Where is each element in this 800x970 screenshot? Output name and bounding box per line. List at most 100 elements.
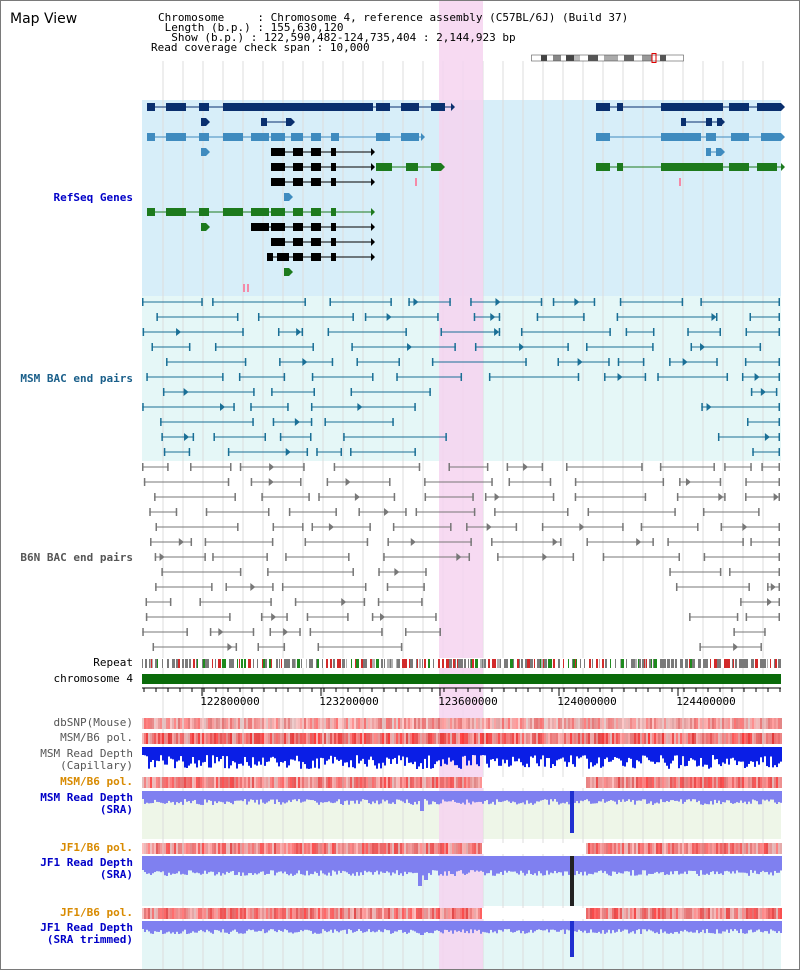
msm-b6-pol-band: [292, 733, 294, 744]
msm-b6-pol-band: [270, 733, 272, 744]
jf1-trim-depth-bar: [144, 921, 146, 933]
msm-capillary-depth-bar: [266, 747, 268, 762]
jf1-b6-pol-band: [448, 843, 450, 854]
jf1-b6-pol-band-2: [576, 908, 578, 919]
repeat-mark: [269, 659, 271, 668]
jf1-trim-depth-bar: [300, 921, 302, 931]
jf1-sra-depth-bar: [334, 856, 336, 872]
jf1-b6-pol-band-2: [778, 908, 780, 919]
msm-sra-depth-bar: [198, 791, 200, 805]
jf1-trim-depth-bar: [598, 921, 600, 932]
msm-capillary-depth-bar: [178, 747, 180, 761]
msm-b6-pol-band: [776, 733, 778, 744]
msm-b6-pol-band-2: [400, 777, 402, 788]
jf1-b6-pol-band-2: [428, 908, 430, 919]
jf1-b6-pol-band: [740, 843, 742, 854]
jf1-b6-pol-band: [266, 843, 268, 854]
jf1-trim-depth-bar: [468, 921, 470, 934]
msm-bac-pair: [617, 358, 645, 366]
msm-b6-pol-band-2: [496, 777, 498, 788]
msm-capillary-depth-bar: [396, 747, 398, 764]
msm-capillary-depth-bar: [188, 747, 190, 766]
repeat-mark: [685, 659, 688, 668]
ideogram-position-marker[interactable]: [651, 53, 657, 63]
msm-b6-pol-band-2: [552, 777, 554, 788]
msm-sra-depth-bar: [360, 791, 362, 802]
msm-b6-pol-band-2: [712, 777, 714, 788]
msm-b6-pol-band-2: [606, 777, 608, 788]
jf1-b6-pol-band: [666, 843, 668, 854]
jf1-sra-depth-bar: [644, 856, 646, 871]
msm-capillary-depth-bar: [190, 747, 192, 764]
repeat-mark: [326, 659, 328, 668]
msm-sra-depth-bar: [466, 791, 468, 800]
msm-sra-depth-bar: [608, 791, 610, 801]
jf1-b6-pol-band: [312, 843, 314, 854]
jf1-trim-depth-bar: [272, 921, 274, 930]
msm-sra-depth-bar: [200, 791, 202, 805]
jf1-b6-pol-band-2: [404, 908, 406, 919]
jf1-trim-depth-bar: [188, 921, 190, 934]
msm-b6-pol-band-2: [558, 777, 560, 788]
dbsnp-band: [252, 718, 254, 729]
chromosome-ideogram[interactable]: [531, 53, 684, 63]
repeat-mark: [763, 659, 766, 668]
dbsnp-band: [558, 718, 560, 729]
jf1-b6-pol-band: [186, 843, 188, 854]
jf1-b6-pol-band: [524, 843, 526, 854]
dbsnp-band: [768, 718, 770, 729]
msm-b6-pol-band-2: [588, 777, 590, 788]
dbsnp-band: [592, 718, 594, 729]
dbsnp-band: [342, 718, 344, 729]
jf1-b6-pol-band: [196, 843, 198, 854]
jf1-b6-pol-band: [678, 843, 680, 854]
dbsnp-band: [656, 718, 658, 729]
jf1-sra-depth-bar: [178, 856, 180, 872]
msm-b6-pol-band: [254, 733, 256, 744]
jf1-b6-pol-band: [216, 843, 218, 854]
jf1-sra-depth-bar: [246, 856, 248, 876]
msm-b6-pol-band: [342, 733, 344, 744]
msm-b6-pol-band-2: [148, 777, 150, 788]
msm-sra-depth-bar: [652, 791, 654, 805]
msm-b6-pol-band: [224, 733, 226, 744]
jf1-trim-depth-bar: [424, 921, 426, 933]
jf1-sra-depth-bar: [212, 856, 214, 872]
jf1-trim-depth-bar: [290, 921, 292, 933]
dbsnp-band: [424, 718, 426, 729]
jf1-trim-depth-bar: [582, 921, 584, 933]
msm-capillary-depth-bar: [236, 747, 238, 769]
jf1-trim-depth-bar: [230, 921, 232, 932]
msm-bac-pair: [657, 373, 729, 381]
msm-sra-depth-bar: [780, 791, 782, 803]
msm-sra-depth-bar: [222, 791, 224, 803]
msm-capillary-depth-bar: [270, 747, 272, 758]
jf1-sra-depth-bar: [304, 856, 306, 876]
msm-b6-pol-band: [578, 733, 580, 744]
msm-b6-pol-band-2: [322, 777, 324, 788]
jf1-trim-depth-bar: [460, 921, 462, 933]
jf1-b6-pol-band: [684, 843, 686, 854]
ideogram-band: [574, 55, 580, 61]
dbsnp-band: [482, 718, 484, 729]
msm-capillary-depth-bar: [678, 747, 680, 769]
jf1-b6-pol-band-2: [460, 908, 462, 919]
msm-b6-pol-band: [588, 733, 590, 744]
repeat-mark: [742, 659, 744, 668]
msm-b6-pol-band: [300, 733, 302, 744]
msm-b6-pol-band-2: [306, 777, 308, 788]
msm-capillary-depth-bar: [226, 747, 228, 757]
msm-capillary-depth-bar: [298, 747, 300, 762]
msm-b6-pol-band: [446, 733, 448, 744]
jf1-b6-pol-band: [762, 843, 764, 854]
jf1-b6-pol-band: [362, 843, 364, 854]
jf1-b6-pol-band: [256, 843, 258, 854]
msm-bac-pair: [324, 418, 394, 426]
jf1-b6-pol-band: [726, 843, 728, 854]
msm-b6-pol-band: [144, 733, 146, 744]
repeat-mark: [203, 659, 205, 668]
msm-bac-pair: [470, 298, 543, 306]
dbsnp-band: [454, 718, 456, 729]
msm-capillary-depth-bar: [204, 747, 206, 762]
msm-capillary-depth-bar: [750, 747, 752, 762]
